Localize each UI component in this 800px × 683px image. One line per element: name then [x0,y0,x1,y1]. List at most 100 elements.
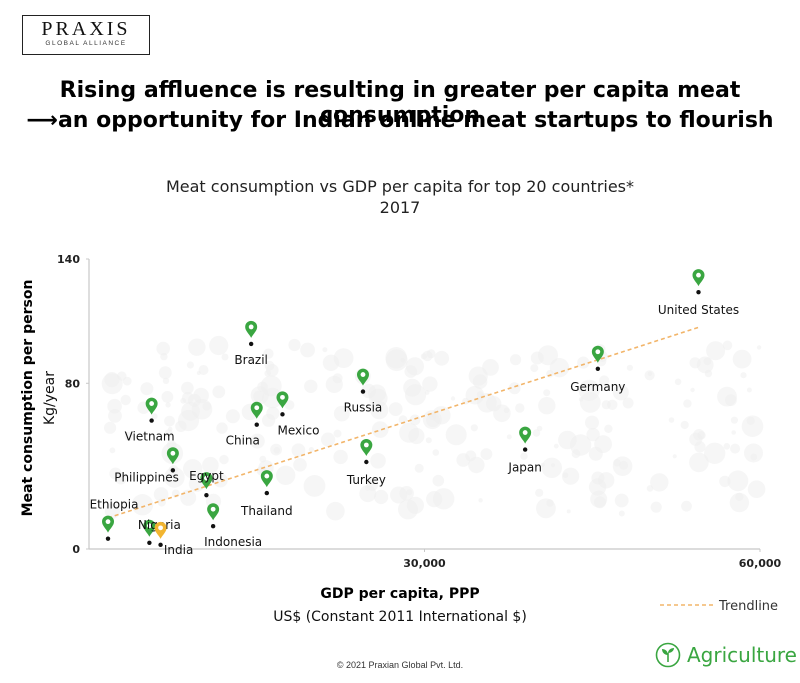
background-dot [303,475,326,497]
background-dot [538,345,558,366]
background-dot [577,356,590,369]
map-pin-icon [591,345,604,363]
agriculture-brand: Agriculture [655,642,797,668]
background-dot [566,509,571,514]
background-dot [165,402,171,408]
point-label: China [226,434,260,448]
pin-hole [264,473,270,479]
point-brazil: Brazil [234,320,268,367]
x-tick-label: 30,000 [403,557,446,570]
background-dot [553,443,559,449]
background-dot [361,383,377,399]
background-dot [432,449,440,456]
chart-subtitle: 2017 [379,198,421,217]
background-dot [538,397,556,415]
y-axis-unit: Kg/year [42,371,58,425]
pin-hole [595,349,601,355]
background-dot [398,415,408,425]
background-dot [650,501,662,513]
background-dot [322,354,340,371]
data-points: United States Germany Japan Russia Turkey Bra… [90,269,739,557]
background-dot [729,492,750,513]
point-united-states: United States [658,269,739,317]
background-dot [445,424,467,446]
background-dot [450,396,456,401]
background-dot [182,391,194,404]
background-dot [333,405,350,422]
background-dot [167,426,173,432]
background-dot [480,448,493,460]
pin-hole [280,394,285,400]
background-dot [604,424,613,433]
background-dot [731,430,736,435]
background-dot [689,432,703,446]
background-dot [405,384,427,406]
data-dot [147,540,152,545]
point-label: Mexico [278,423,320,437]
background-dot [216,422,228,434]
background-dot [124,431,134,441]
background-dot [370,401,389,420]
background-dot [626,364,634,371]
background-dot [541,457,562,478]
background-dot [262,387,283,409]
background-dot [326,501,345,521]
background-dot [535,488,544,497]
background-dot [622,397,634,409]
data-dot [210,524,216,529]
map-pin-icon [200,472,213,490]
background-dot [668,417,675,423]
background-dot [756,345,762,350]
pin-hole [105,519,111,525]
data-dot [264,490,270,496]
x-axis-unit: US$ (Constant 2011 International $) [273,609,527,625]
map-pin-icon [143,519,156,537]
background-dot [414,463,424,473]
point-label: Ethiopia [90,498,139,512]
background-dot [109,447,116,454]
background-dot [122,376,132,386]
background-dot [690,387,695,393]
background-dot [532,429,541,437]
background-world-map [101,335,766,521]
background-dot [672,454,677,459]
background-dot [164,415,175,427]
background-dot [680,420,689,430]
background-dot [746,387,752,393]
background-dot [388,402,403,416]
y-tick-label: 140 [57,253,80,266]
point-thailand: Thailand [240,470,293,518]
background-dot [468,456,485,474]
point-ethiopia: Ethiopia [90,498,139,541]
background-dot [741,415,764,438]
background-dot [366,479,379,491]
background-dot [750,453,758,461]
background-dot [424,390,430,395]
background-dot [406,496,424,514]
background-dot [300,342,315,358]
background-dot [374,489,389,505]
background-dot [594,435,612,453]
background-dot [288,338,301,352]
background-dot [308,447,314,453]
point-label: India [164,543,193,557]
background-dot [253,390,265,402]
background-dot [263,348,274,359]
background-dot [158,366,172,380]
background-dot [266,406,280,420]
background-dot [727,470,749,492]
background-dot [273,447,281,454]
y-tick-label: 80 [65,377,81,390]
background-dot [104,421,117,434]
pin-hole [146,523,152,529]
pin-hole [204,475,209,481]
axis-ticks: 0 80 140 30,000 60,000 [57,253,782,570]
map-pin-icon [145,397,158,415]
point-label: Germany [570,380,625,394]
background-dot [213,473,228,488]
point-india: India [154,521,193,557]
data-dot [595,366,601,371]
background-dot [722,340,733,351]
background-dot [476,391,484,398]
background-dot [333,429,342,438]
